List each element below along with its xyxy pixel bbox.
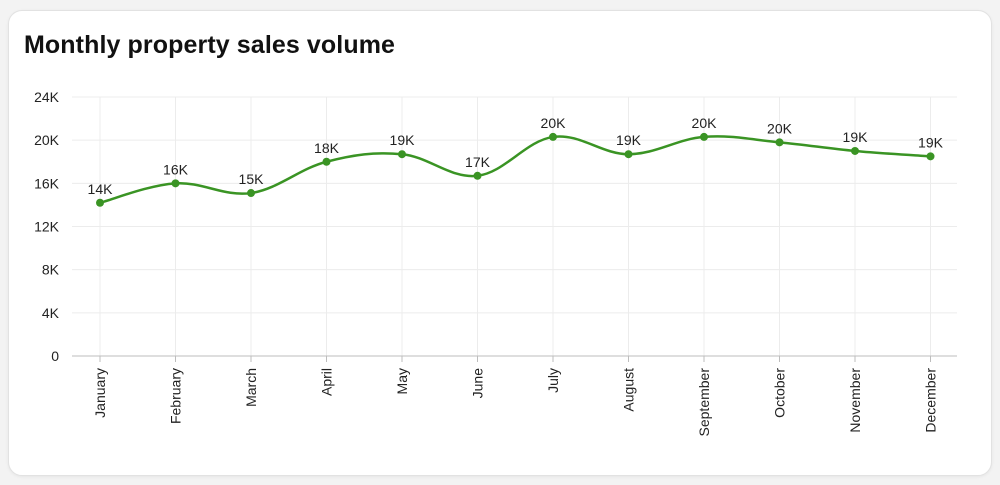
x-tick-label: January [92, 368, 108, 418]
y-tick-label: 4K [42, 305, 60, 321]
y-tick-label: 8K [42, 262, 60, 278]
data-label: 20K [692, 115, 718, 131]
y-tick-label: 12K [34, 219, 60, 235]
x-axis: January February March April May June July Augu… [72, 355, 957, 437]
grid-lines [72, 96, 957, 356]
data-labels: 14K 16K 15K 18K 19K 17K 20K 19K 20K 20K 19K 19K [88, 115, 944, 197]
data-label: 19K [616, 132, 642, 148]
series-line [99, 135, 931, 204]
x-tick-label: June [470, 368, 486, 399]
data-point [247, 189, 255, 198]
data-point [549, 132, 557, 141]
chart-title: Monthly property sales volume [24, 31, 396, 59]
y-axis: 0 4K 8K 12K 16K 20K 24K [34, 89, 60, 364]
x-tick-label: October [772, 368, 788, 418]
data-label: 19K [918, 134, 944, 150]
x-tick-label: July [545, 368, 561, 393]
x-tick-label: September [696, 368, 712, 437]
x-tick-label: May [394, 368, 410, 394]
y-tick-label: 20K [34, 132, 60, 148]
data-label: 14K [88, 181, 114, 197]
x-tick-label: December [923, 368, 939, 433]
x-tick-label: March [243, 368, 259, 407]
y-tick-label: 24K [34, 89, 60, 105]
data-label: 20K [541, 115, 567, 131]
data-label: 19K [843, 129, 869, 145]
x-tick-label: August [621, 368, 637, 412]
data-point [171, 179, 180, 188]
data-points [96, 132, 935, 207]
data-label: 17K [465, 154, 491, 170]
data-point [775, 138, 784, 147]
data-label: 19K [390, 132, 416, 148]
data-point [473, 171, 482, 180]
data-point [851, 146, 859, 155]
data-point [926, 152, 935, 161]
x-tick-label: November [847, 368, 863, 433]
data-point [398, 150, 406, 159]
data-point [96, 198, 104, 207]
y-tick-label: 0 [51, 348, 59, 364]
data-point [700, 132, 708, 141]
x-tick-label: February [168, 368, 184, 424]
data-label: 20K [767, 120, 793, 136]
chart-card: Monthly property sales volume [8, 10, 992, 476]
y-tick-label: 16K [34, 175, 60, 191]
data-label: 18K [314, 140, 340, 156]
data-point [322, 157, 331, 166]
data-label: 15K [239, 171, 265, 187]
x-tick-label: April [319, 368, 335, 396]
data-label: 16K [163, 161, 189, 177]
data-point [624, 150, 633, 159]
